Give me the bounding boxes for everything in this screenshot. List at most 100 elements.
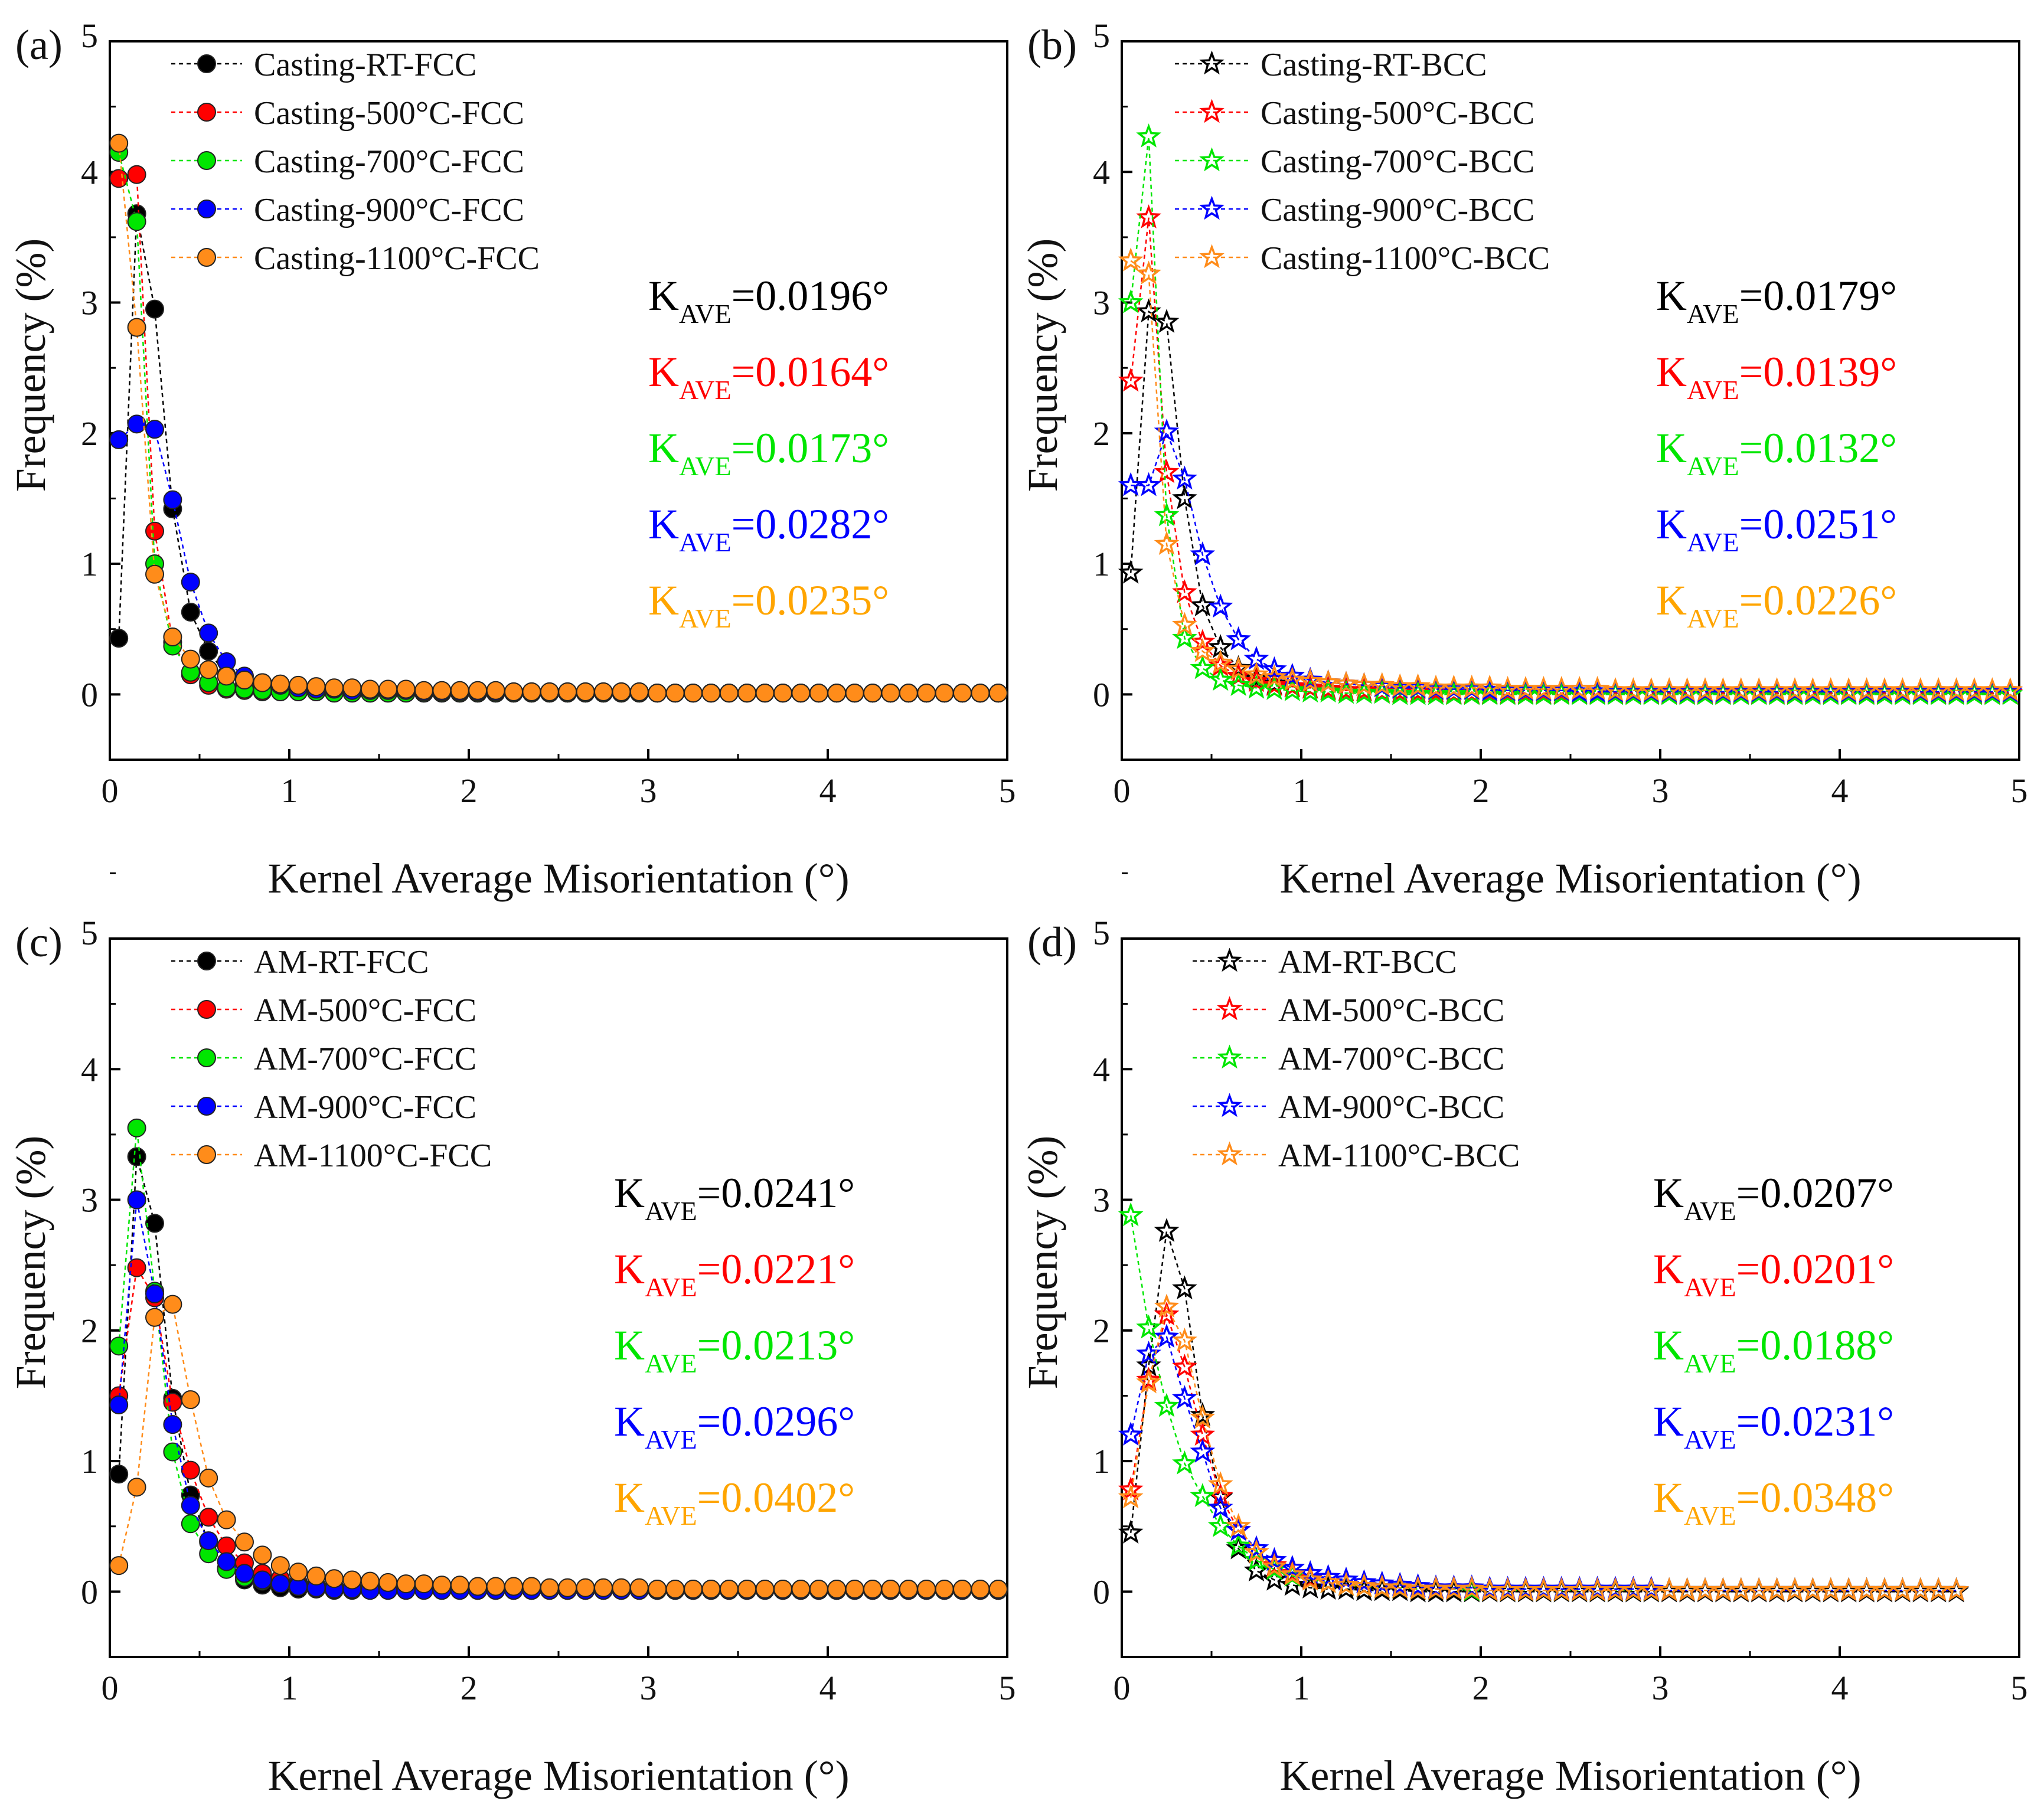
data-point <box>1315 678 1341 703</box>
data-point <box>181 1460 200 1480</box>
kave-annotation: KAVE=0.0221° <box>614 1246 855 1302</box>
data-point <box>1315 669 1341 694</box>
data-point <box>145 1308 164 1327</box>
data-point <box>971 684 990 703</box>
data-point <box>1136 260 1161 285</box>
x-tick-label: 4 <box>819 772 837 810</box>
data-point <box>1154 459 1180 483</box>
legend-marker <box>197 200 216 218</box>
y-tick-label: 2 <box>81 1312 98 1350</box>
data-point <box>1172 1385 1197 1410</box>
data-point <box>378 1573 398 1592</box>
y-tick-label: 1 <box>1093 545 1110 583</box>
y-tick-label: 4 <box>81 1050 98 1089</box>
legend-entry: Casting-700°C-BCC <box>1175 143 1534 180</box>
data-point <box>1243 665 1269 690</box>
legend-marker <box>1217 996 1242 1021</box>
data-point <box>917 684 936 703</box>
data-point <box>127 165 146 184</box>
data-point <box>1279 662 1305 687</box>
legend-label: Casting-500°C-BCC <box>1261 95 1534 132</box>
data-point <box>1154 1293 1180 1318</box>
data-point <box>1369 672 1395 697</box>
data-point <box>935 1579 954 1599</box>
data-point <box>1333 671 1359 695</box>
y-tick-label: 0 <box>81 1573 98 1611</box>
legend-entry: Casting-RT-FCC <box>171 47 476 83</box>
data-point <box>737 684 757 703</box>
data-point <box>1136 1369 1161 1394</box>
data-point <box>235 1564 254 1583</box>
data-point <box>953 684 972 703</box>
y-tick-label: 3 <box>81 1181 98 1220</box>
data-point <box>109 629 129 648</box>
kave-annotation: KAVE=0.0188° <box>1653 1322 1894 1378</box>
data-point <box>1172 1327 1197 1352</box>
legend-marker <box>197 103 216 122</box>
data-point <box>1172 1275 1197 1300</box>
data-point <box>163 1295 182 1314</box>
legend-entry: AM-700°C-FCC <box>171 1041 476 1077</box>
data-point <box>199 1468 218 1488</box>
data-point <box>270 1556 290 1576</box>
data-point <box>378 679 398 699</box>
data-point <box>1136 123 1161 148</box>
legend-entry: AM-900°C-FCC <box>171 1089 476 1126</box>
data-point <box>684 1579 703 1599</box>
data-point <box>270 1574 290 1594</box>
y-axis-label: Frequency (%) <box>1019 238 1066 492</box>
legend-label: Casting-500°C-FCC <box>254 95 524 132</box>
data-point <box>1262 1547 1287 1571</box>
data-point <box>253 673 272 692</box>
y-tick-label: 0 <box>1093 1573 1110 1611</box>
data-point <box>863 684 882 703</box>
x-tick-label: 4 <box>1831 772 1849 810</box>
x-tick-label: 0 <box>102 1669 119 1707</box>
data-point <box>145 1284 164 1303</box>
data-point <box>1118 1421 1144 1446</box>
x-tick-label: 5 <box>999 772 1016 810</box>
y-tick-label: 1 <box>81 545 98 583</box>
legend-entry: Casting-700°C-FCC <box>171 143 524 180</box>
data-point <box>755 1579 775 1599</box>
data-point <box>1638 1576 1664 1600</box>
data-point <box>845 1579 864 1599</box>
data-point <box>145 1214 164 1233</box>
legend-entry: AM-700°C-BCC <box>1193 1041 1504 1077</box>
y-tick-label: 1 <box>81 1442 98 1480</box>
data-point <box>1226 1516 1251 1541</box>
data-point <box>827 684 847 703</box>
data-point <box>1190 655 1216 679</box>
data-point <box>1118 247 1144 272</box>
data-point <box>522 682 541 701</box>
data-point <box>1279 1561 1305 1586</box>
x-axis-label: Kernel Average Misorientation (°) <box>1279 1752 1861 1799</box>
legend-entry: Casting-500°C-BCC <box>1175 95 1534 132</box>
legend-label: AM-500°C-FCC <box>254 992 476 1029</box>
legend-marker <box>197 1000 216 1019</box>
x-tick-label: 3 <box>640 1669 657 1707</box>
data-point <box>199 1531 218 1551</box>
panel-label: (d) <box>1027 919 1077 966</box>
y-tick-label: 3 <box>1093 284 1110 322</box>
data-point <box>1172 1354 1197 1378</box>
legend-label: Casting-1100°C-BCC <box>1261 240 1550 277</box>
legend-entry: Casting-900°C-FCC <box>171 192 524 228</box>
data-point <box>486 1577 505 1596</box>
data-point <box>396 679 416 699</box>
y-tick-label: 1 <box>1093 1442 1110 1480</box>
data-point <box>1459 1574 1485 1599</box>
legend-marker <box>1217 1044 1242 1069</box>
data-point <box>342 678 362 698</box>
data-point <box>325 1569 344 1588</box>
data-point <box>1944 1577 1969 1601</box>
kave-annotation: KAVE=0.0231° <box>1653 1398 1894 1454</box>
panel-label: (a) <box>15 21 63 68</box>
data-point <box>127 1258 146 1277</box>
legend-entry: AM-RT-BCC <box>1193 944 1457 980</box>
data-point <box>1405 673 1431 698</box>
y-tick-label: 4 <box>81 153 98 191</box>
legend-label: Casting-700°C-FCC <box>254 143 524 180</box>
plot-frame <box>1121 40 2020 761</box>
